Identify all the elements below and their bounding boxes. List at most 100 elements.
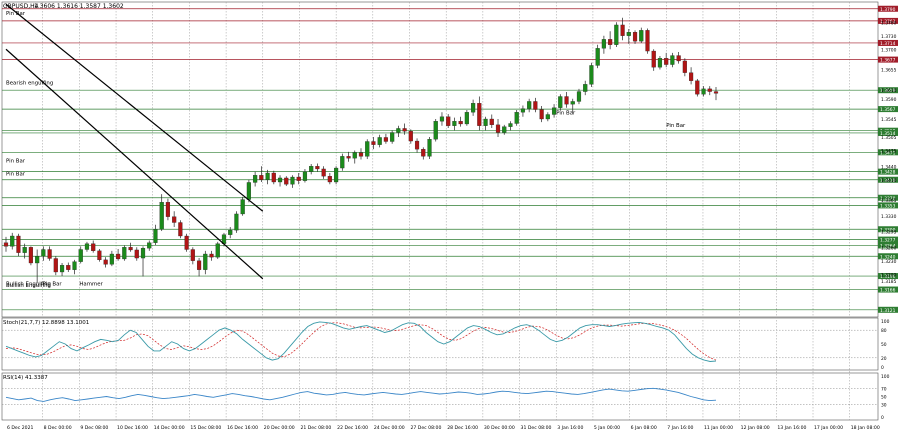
candle-body [589, 65, 594, 85]
price-level-tag [878, 56, 898, 63]
candle-body [520, 108, 526, 113]
price-level-tag [878, 273, 898, 280]
stoch-tick-label: 50 [881, 342, 887, 348]
candle-body [315, 166, 320, 170]
time-tick-label: 7 Jan 16:00 [667, 425, 693, 431]
candle-body [246, 182, 251, 200]
stoch-label: Stoch(21,7,7) 12.8898 13.1001 [3, 320, 89, 326]
stoch-main-line [5, 321, 717, 362]
candle-body [570, 101, 575, 105]
candle-body [682, 60, 687, 73]
candle-body [527, 101, 532, 109]
price-level-tag [878, 129, 898, 136]
price-level-tag-label: 1.3196 [880, 274, 896, 280]
candle-body [695, 80, 700, 95]
rsi-tick-label: 70 [881, 386, 887, 392]
candle-body [153, 229, 158, 243]
candle-body [103, 259, 108, 265]
candle-body [116, 253, 121, 260]
price-level-tag [878, 236, 898, 243]
candle-body [234, 213, 239, 231]
candle-body [190, 249, 195, 261]
candle-body [352, 152, 357, 159]
candle-body [421, 148, 426, 157]
candle-body [66, 265, 71, 270]
candle-body [271, 172, 276, 183]
stochastic-panel: 100 80 50 20 0 [2, 319, 890, 371]
price-level-tag-label: 1.3353 [880, 203, 896, 209]
candle-body [203, 253, 208, 270]
price-level-tag [878, 242, 898, 249]
candle-body [309, 166, 314, 172]
time-tick-label: 5 Jan 00:00 [594, 425, 620, 431]
price-level-tag [878, 87, 898, 94]
candle-body [433, 121, 438, 140]
price-level-tag [878, 168, 898, 175]
price-level-tag [878, 106, 898, 113]
time-tick-label: 13 Jan 16:00 [777, 425, 806, 431]
candle-body [539, 109, 544, 120]
rsi-line [5, 387, 717, 402]
candle-body [608, 39, 613, 45]
candle-body [551, 107, 557, 115]
channel-lower-line [5, 48, 264, 280]
candle-body [47, 249, 52, 259]
time-tick-label: 15 Dec 08:00 [190, 425, 221, 431]
candle-body [408, 130, 413, 142]
price-level-tag [878, 176, 898, 183]
candle-body [290, 176, 295, 185]
candle-body [209, 253, 214, 258]
price-axis-label: 1.3410 [881, 178, 897, 184]
chart-title: GBPUSD,H4 [3, 3, 39, 10]
stoch-tick-label: 20 [881, 356, 887, 362]
candle-body [483, 118, 488, 126]
price-axis-label: 1.3260 [881, 245, 897, 251]
price-level-tag-label: 1.3428 [880, 170, 896, 176]
rsi-tick-label: 100 [881, 374, 890, 380]
candle-body [639, 30, 644, 42]
candle-body [464, 112, 469, 125]
pattern-annotation: Pin Bar [6, 159, 26, 165]
candle-body [477, 103, 482, 126]
candle-body [10, 235, 15, 247]
candle-body [128, 247, 133, 251]
price-axis-label: 1.3230 [881, 259, 897, 265]
price-level-tag-label: 1.3121 [880, 308, 896, 314]
pattern-annotation: Bullish Engulfing [6, 282, 51, 288]
candle-body [446, 116, 451, 126]
pattern-annotation: Bullish Engulfing [6, 283, 51, 289]
candle-body [165, 202, 171, 217]
time-tick-label: 10 Dec 16:00 [117, 425, 148, 431]
stoch-tick-label: 80 [881, 328, 887, 334]
candle-body [253, 175, 258, 183]
price-level-tag-label: 1.3240 [880, 254, 896, 260]
candle-body [41, 249, 46, 257]
price-level-tag-label: 1.3370 [880, 196, 896, 202]
candle-body [707, 88, 712, 92]
price-level-tag [878, 202, 898, 209]
candle-body [545, 114, 550, 120]
candle-body [172, 216, 177, 223]
candle-body [439, 116, 445, 122]
horizontal-levels: 1.3790 1.3763 1.3714 1.3677 1.3609 1.3567 1.35… [2, 5, 898, 314]
candle-body [184, 235, 189, 250]
time-tick-label: 21 Dec 08:00 [300, 425, 331, 431]
price-axis-label: 1.3185 [881, 279, 897, 285]
price-axis-label: 1.3475 [881, 149, 897, 155]
price-axis-label: 1.3440 [881, 164, 897, 170]
candle-body [564, 96, 569, 105]
candle-body [414, 140, 420, 150]
stoch-panel-frame [1, 317, 879, 371]
time-tick-label: 3 Jan 16:00 [557, 425, 583, 431]
candle-body [558, 96, 563, 108]
candle-body [91, 243, 96, 251]
candle-body [427, 139, 432, 157]
price-level-tag-label: 1.3677 [880, 58, 896, 64]
price-level-tag-label: 1.3471 [880, 150, 896, 156]
candle-body [35, 256, 40, 264]
price-axis-label: 1.3365 [881, 198, 897, 204]
candle-body [632, 32, 638, 42]
time-tick-label: 22 Dec 16:00 [337, 425, 368, 431]
